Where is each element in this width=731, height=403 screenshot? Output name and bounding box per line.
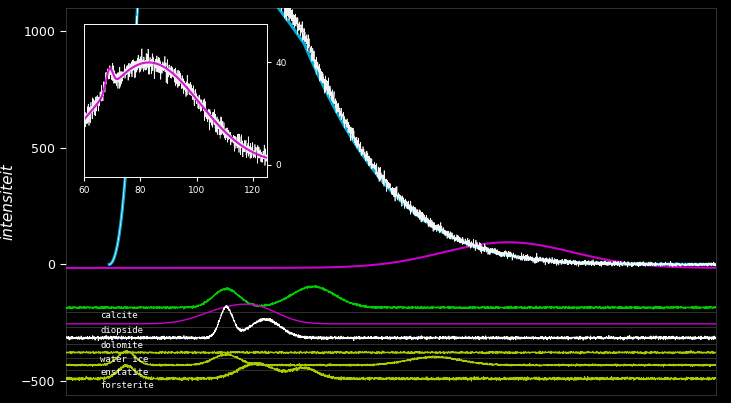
Text: water ice: water ice [100,355,149,364]
Text: enstatite: enstatite [100,368,149,376]
Text: forsterite: forsterite [100,381,154,390]
Text: calcite: calcite [100,311,138,320]
Y-axis label: intensiteit: intensiteit [0,163,15,240]
Text: dolomite: dolomite [100,341,143,350]
Text: diopside: diopside [100,326,143,335]
